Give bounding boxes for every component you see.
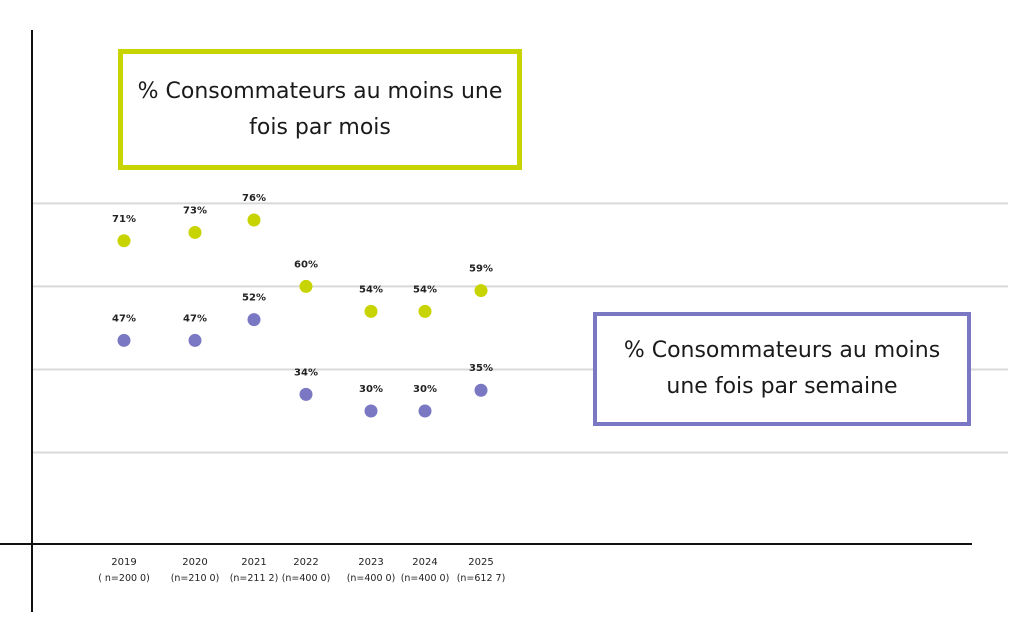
data-point — [364, 404, 378, 418]
data-label: 76% — [242, 193, 266, 204]
data-point — [247, 313, 261, 327]
data-point — [299, 279, 313, 293]
data-point — [188, 225, 202, 239]
data-point — [117, 234, 131, 248]
data-label: 52% — [242, 293, 266, 304]
legend-box-weekly: % Consommateurs au moins une fois par se… — [593, 312, 971, 426]
x-tick-sublabel: (n=210 0) — [171, 573, 220, 584]
x-tick-sublabel: ( n=200 0) — [98, 573, 150, 584]
legend-weekly-line1: % Consommateurs au moins — [623, 338, 941, 363]
gridlines — [32, 202, 1008, 454]
data-label: 60% — [294, 259, 318, 270]
x-tick-label: 2022 — [293, 557, 318, 568]
data-label: 71% — [112, 214, 136, 225]
legend-monthly-line2: fois par mois — [249, 114, 391, 140]
x-axis-ticks: 2019 ( n=200 0) 2020 (n=210 0) 2021 (n=211 2)… — [98, 557, 505, 584]
data-label: 47% — [183, 313, 207, 324]
x-tick-sublabel: (n=211 2) — [230, 573, 279, 584]
x-tick-label: 2019 — [111, 557, 136, 568]
x-tick-label: 2021 — [241, 557, 266, 568]
data-label: 59% — [469, 264, 493, 275]
data-point — [247, 213, 261, 227]
data-point — [117, 333, 131, 347]
data-point — [418, 404, 432, 418]
x-tick-label: 2020 — [182, 557, 207, 568]
legend-box-monthly: % Consommateurs au moins une fois par mo… — [118, 49, 522, 170]
x-tick-label: 2023 — [358, 557, 383, 568]
data-label: 47% — [112, 313, 136, 324]
data-label: 35% — [469, 363, 493, 374]
x-tick-sublabel: (n=612 7) — [457, 573, 506, 584]
data-marks: 71% 73% 76% 60% 54% 54% 59% 47% 47% 52% 34% 30% 30% 3… — [112, 193, 493, 418]
data-point — [364, 304, 378, 318]
data-label: 34% — [294, 367, 318, 378]
data-point — [299, 387, 313, 401]
data-label: 30% — [413, 384, 437, 395]
x-tick-label: 2024 — [412, 557, 437, 568]
data-point — [474, 383, 488, 397]
x-tick-label: 2025 — [468, 557, 493, 568]
x-tick-sublabel: (n=400 0) — [347, 573, 396, 584]
data-point — [418, 304, 432, 318]
data-label: 54% — [359, 284, 383, 295]
legend-weekly-line2: une fois par semaine — [666, 374, 898, 399]
data-point — [474, 284, 488, 298]
x-tick-sublabel: (n=400 0) — [401, 573, 450, 584]
data-label: 73% — [183, 205, 207, 216]
data-point — [188, 333, 202, 347]
x-tick-sublabel: (n=400 0) — [282, 573, 331, 584]
data-label: 30% — [359, 384, 383, 395]
data-label: 54% — [413, 284, 437, 295]
legend-monthly-line1: % Consommateurs au moins une — [137, 78, 503, 104]
